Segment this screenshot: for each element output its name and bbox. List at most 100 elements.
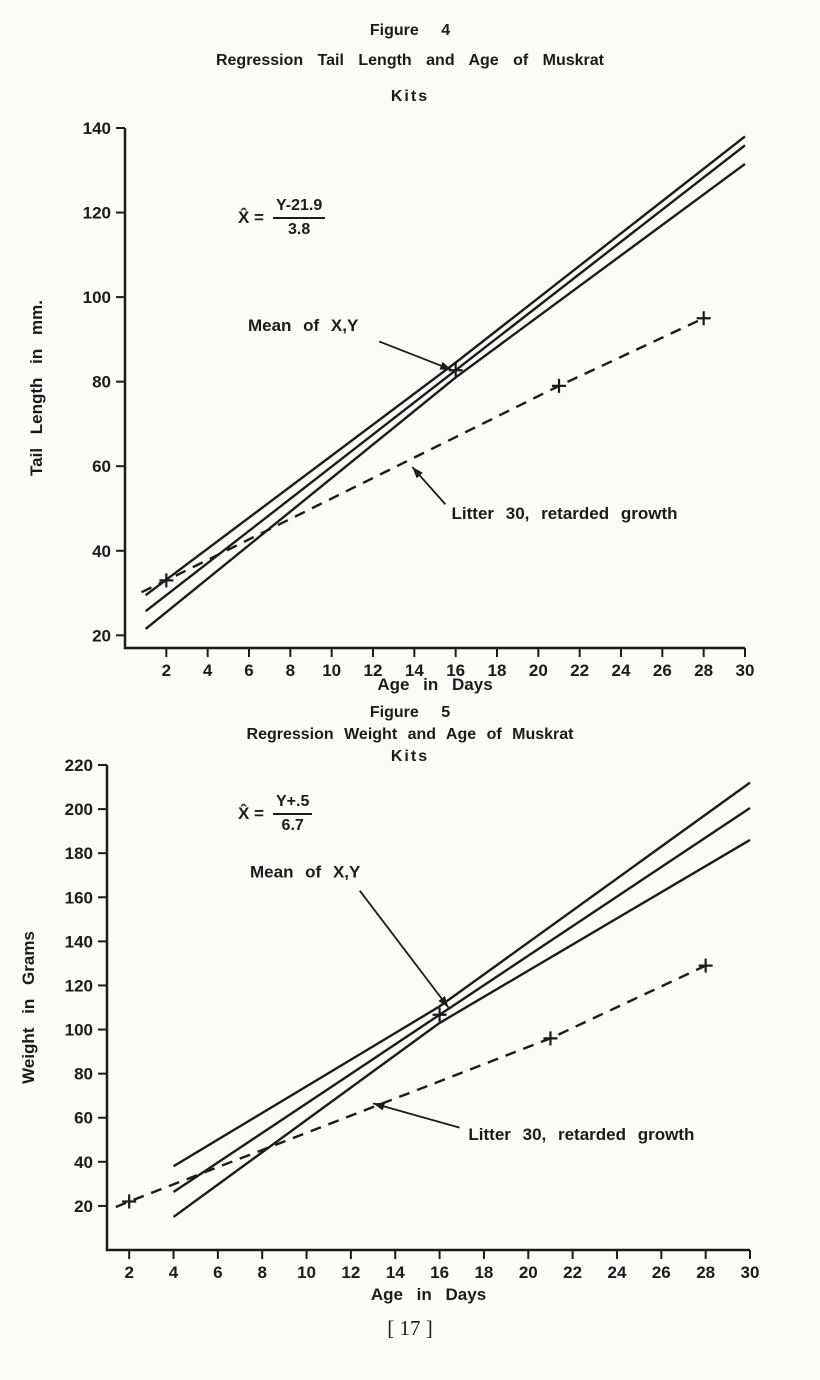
x-tick-label: 8 xyxy=(286,661,295,680)
annotation-arrow-line xyxy=(359,890,450,1009)
axes xyxy=(105,765,750,1252)
annotation-arrow-line xyxy=(378,340,452,371)
x-tick-label: 30 xyxy=(736,661,755,680)
formula-fraction: Y-21.9 3.8 xyxy=(273,197,326,240)
x-tick-label: 30 xyxy=(741,1263,760,1282)
figure5-chart: 2 4 6 8 10 12 14 16 18 20 22 24 26 28 3020406080100120… xyxy=(19,756,760,1304)
x-tick-label: 18 xyxy=(488,661,507,680)
x-tick-label: 28 xyxy=(696,1263,715,1282)
x-tick-label: 8 xyxy=(257,1263,266,1282)
figure4-regression-formula: X̂ = Y-21.9 3.8 xyxy=(238,197,326,240)
y-tick-label: 120 xyxy=(65,976,93,995)
plus-marker xyxy=(696,311,711,326)
figure5-regression-formula: X̂ = Y+.5 6.7 xyxy=(238,793,313,836)
x-tick-label: 12 xyxy=(364,661,383,680)
formula-denominator: 3.8 xyxy=(288,221,311,239)
annotation-arrowhead xyxy=(373,1102,386,1111)
formula-lhs: X̂ = xyxy=(238,804,264,824)
x-tick-label: 4 xyxy=(203,661,213,680)
y-tick-label: 140 xyxy=(65,932,93,951)
annotation-text: Mean of X,Y xyxy=(250,862,361,881)
x-tick-label: 12 xyxy=(341,1263,360,1282)
plus-marker xyxy=(698,958,713,973)
formula-numerator: Y-21.9 xyxy=(273,197,326,220)
series-litter-30-retarded-growth xyxy=(115,964,707,1209)
annotation-arrowhead xyxy=(439,361,452,370)
y-tick-label: 100 xyxy=(65,1021,93,1040)
x-tick-label: 14 xyxy=(405,661,424,680)
figure5-label: Figure 5 xyxy=(369,704,451,721)
annotation-text: Mean of X,Y xyxy=(248,316,359,335)
x-tick-label: 22 xyxy=(563,1263,582,1282)
x-tick-label: 16 xyxy=(430,1263,449,1282)
y-tick-label: 40 xyxy=(74,1153,93,1172)
series-upper-confidence-band xyxy=(172,781,751,1168)
y-axis-label: Weight in Grams xyxy=(19,931,38,1084)
y-tick-label: 60 xyxy=(74,1109,93,1128)
x-tick-label: 22 xyxy=(570,661,589,680)
plus-marker xyxy=(552,378,566,393)
x-tick-label: 24 xyxy=(612,661,631,680)
x-tick-label: 16 xyxy=(446,661,465,680)
y-tick-label: 100 xyxy=(83,288,111,307)
x-axis-label: Age in Days xyxy=(377,675,492,694)
x-tick-label: 6 xyxy=(213,1263,222,1282)
formula-fraction: Y+.5 6.7 xyxy=(273,793,313,836)
x-tick-label: 10 xyxy=(297,1263,316,1282)
figure5-title: Regression Weight and Age of Muskrat xyxy=(246,726,574,743)
plus-marker xyxy=(159,573,174,588)
x-tick-label: 6 xyxy=(244,661,253,680)
y-tick-label: 140 xyxy=(83,119,111,138)
annotation-arrow-line xyxy=(372,1102,460,1129)
formula-numerator: Y+.5 xyxy=(273,793,313,816)
x-tick-label: 14 xyxy=(386,1263,405,1282)
series-lower-confidence-band xyxy=(172,838,751,1218)
y-tick-label: 200 xyxy=(65,800,93,819)
y-tick-label: 180 xyxy=(65,844,93,863)
figure5-header: Figure 5 Regression Weight and Age of Mu… xyxy=(0,704,820,766)
formula-denominator: 6.7 xyxy=(281,817,304,835)
y-tick-label: 20 xyxy=(74,1197,93,1216)
x-tick-label: 18 xyxy=(474,1263,493,1282)
x-tick-label: 2 xyxy=(162,661,171,680)
x-tick-label: 28 xyxy=(694,661,713,680)
y-tick-label: 80 xyxy=(92,373,111,392)
figure4-label: Figure 4 xyxy=(369,22,451,39)
y-tick-label: 120 xyxy=(83,204,111,223)
annotation-arrowhead xyxy=(412,467,423,479)
plus-marker xyxy=(122,1194,137,1209)
y-tick-label: 220 xyxy=(65,756,93,775)
annotation-text: Litter 30, retarded growth xyxy=(468,1125,694,1144)
figure4-chart: 2 4 6 8 10 12 14 16 18 20 22 24 26 28 3020406080100120… xyxy=(27,119,755,694)
figure5-subtitle: Kits xyxy=(390,748,430,765)
annotation-arrowhead xyxy=(438,996,449,1008)
y-tick-label: 20 xyxy=(92,626,111,645)
y-tick-label: 60 xyxy=(92,457,111,476)
y-tick-label: 160 xyxy=(65,888,93,907)
x-tick-label: 4 xyxy=(169,1263,179,1282)
annotation-text: Litter 30, retarded growth xyxy=(452,504,678,523)
series-mean-regression-line xyxy=(144,144,746,613)
x-tick-label: 2 xyxy=(124,1263,133,1282)
figure4-subtitle: Kits xyxy=(390,88,430,105)
series-mean-regression-line xyxy=(172,806,751,1194)
figure4-title: Regression Tail Length and Age of Muskra… xyxy=(215,52,605,69)
series-upper-confidence-band xyxy=(144,135,746,597)
x-tick-label: 20 xyxy=(529,661,548,680)
series-lower-confidence-band xyxy=(144,162,746,630)
x-tick-label: 20 xyxy=(519,1263,538,1282)
formula-lhs: X̂ = xyxy=(238,208,264,228)
plus-marker xyxy=(432,1007,447,1022)
x-tick-label: 10 xyxy=(322,661,341,680)
y-tick-label: 80 xyxy=(74,1065,93,1084)
figure4-header: Figure 4 Regression Tail Length and Age … xyxy=(0,22,820,106)
x-tick-label: 26 xyxy=(652,1263,671,1282)
x-axis-label: Age in Days xyxy=(371,1285,486,1304)
y-tick-label: 40 xyxy=(92,542,111,561)
plus-marker xyxy=(543,1031,558,1046)
page-number: [ 17 ] xyxy=(387,1316,433,1340)
x-tick-label: 26 xyxy=(653,661,672,680)
x-tick-label: 24 xyxy=(608,1263,627,1282)
y-axis-label: Tail Length in mm. xyxy=(27,300,46,476)
